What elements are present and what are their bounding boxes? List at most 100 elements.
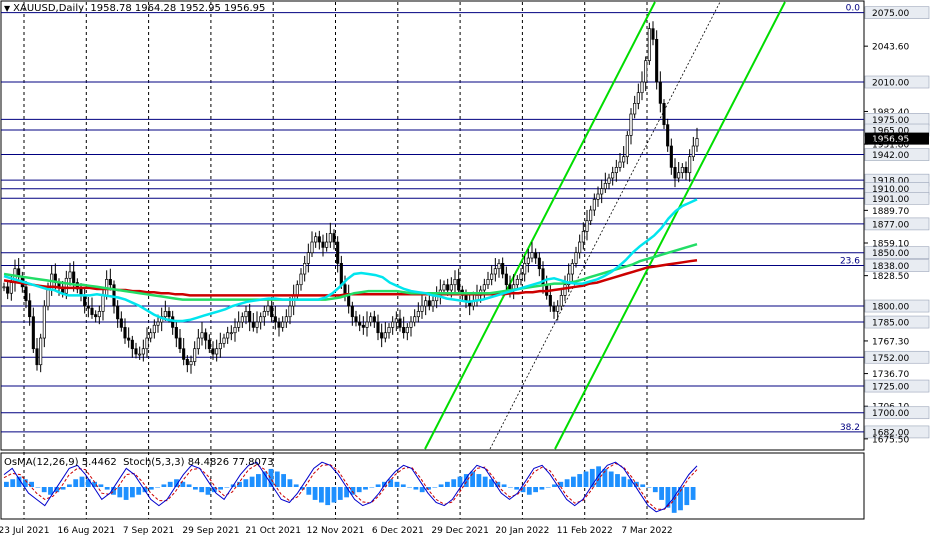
osma-bar [369,487,375,488]
candle-body [178,337,182,350]
candle-body [523,263,527,275]
candle-body [596,193,600,200]
candle-body [427,300,431,307]
candle-body [622,156,626,163]
candle-body [248,311,252,323]
candle-body [46,289,50,307]
date-axis: 23 Jul 2021 16 Aug 2021 7 Sep 2021 29 Sep 2… [0,526,673,536]
osma-bar [495,481,501,487]
candle-body [585,220,589,232]
osma-bar [451,479,457,487]
osma-bar [104,487,110,490]
candle-body [64,277,68,294]
osma-bar [92,481,97,487]
osma-bar [211,487,217,493]
level-price-label: 1725.00 [872,383,909,393]
candle-body [380,332,384,339]
level-price-label: 1682.00 [872,428,909,438]
candle-body [119,318,123,328]
candle-body [402,327,406,334]
price-tick-label: 1828.50 [872,272,909,282]
osma-bar [117,487,123,498]
level-label-box [864,148,930,161]
osma-bar [161,484,167,487]
price-tick-label: 1982.40 [872,108,909,118]
osma-bar [186,484,192,487]
candle-body [229,332,233,335]
stoch-signal-line [3,462,698,510]
candle-body [266,305,270,312]
candle-body [354,316,358,323]
level-price-label: 1918.00 [872,177,909,187]
osma-bar [438,484,444,487]
candle-body [424,300,428,307]
level-label-box [864,350,930,364]
osma-bar [445,481,450,487]
osma-bar [564,479,570,487]
osma-bar [293,484,299,487]
osma-bar [249,476,255,487]
osma-bar [111,487,116,495]
candle-body [387,327,391,334]
candle-body [490,273,494,280]
candle-body [68,271,72,279]
candle-body [262,311,266,318]
candle-body [321,241,325,248]
candle-body [570,263,574,275]
candle-body [317,236,321,243]
candle-body [233,327,237,334]
candle-body [310,241,314,254]
open-price: 1958.78 [90,3,132,14]
osma-bar [243,479,249,487]
osma-bar [659,487,664,500]
candle-body [31,316,35,350]
level-price-label: 2010.00 [872,79,909,89]
osma-bar [526,487,532,495]
candle-body [193,348,197,362]
candle-body [592,199,596,211]
osma-bar [268,468,274,487]
vertical-gridlines [23,2,648,519]
osma-bar [123,487,129,500]
osma-bar [552,484,557,487]
price-tick-label: 1736.70 [872,370,909,380]
candle-body [90,307,94,315]
candle-body [185,359,189,366]
candle-body [284,316,288,323]
symbol-info-bar: ▼ XAUUSD,Daily 1958.78 1964.28 1952.95 19… [4,3,265,14]
osma-label: OsMA(12,26,9) 5.4462 [4,457,117,468]
candle-body [640,81,644,94]
candle-body [607,177,611,184]
candle-body [515,279,519,286]
fib-label: 38.2 [840,423,860,433]
candle-body [97,311,101,318]
osma-bar [130,487,135,498]
candle-body [695,138,699,147]
osma-bar [640,484,646,487]
osma-bar [98,484,104,487]
stoch-main-line [3,461,698,513]
high-price: 1964.28 [134,3,177,14]
osma-bar [193,487,198,490]
osma-bar [514,487,520,490]
osma-bar [375,484,381,487]
channel-upper-line [424,1,656,450]
osma-bar [85,479,91,487]
candle-body [281,321,285,328]
candle-body [270,305,274,318]
osma-bar [224,487,230,488]
osma-bar [35,487,41,488]
osma-bar [388,479,394,487]
candle-body [526,257,530,264]
price-tick-label: 1767.30 [872,337,909,347]
dropdown-triangle-icon[interactable]: ▼ [4,4,11,13]
candle-body [589,209,593,222]
price-tick-label: 1675.50 [872,435,909,445]
level-label-box [864,191,930,205]
candle-body [574,252,578,264]
osma-bar [287,479,293,487]
candle-body [416,311,420,318]
level-label-box [864,259,930,272]
